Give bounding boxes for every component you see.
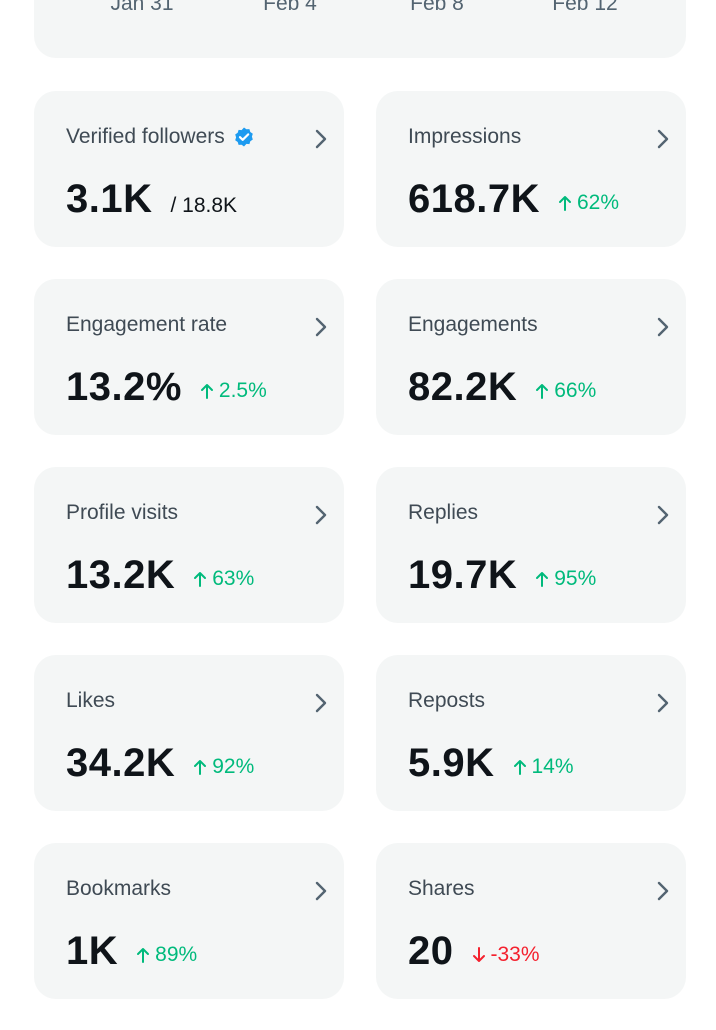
arrow-up-icon [536, 384, 549, 399]
card-title-row: Reposts [408, 689, 485, 713]
x-axis-tick: Feb 8 [410, 0, 464, 15]
chevron-right-icon [657, 505, 669, 525]
metric-value: 5.9K [408, 741, 495, 785]
chevron-right-icon [315, 505, 327, 525]
chart-axis-strip: Jan 31 Feb 4 Feb 8 Feb 12 [34, 0, 686, 58]
metric-value: 19.7K [408, 553, 518, 597]
value-row: 19.7K 95% [408, 553, 596, 598]
metric-card-replies[interactable]: Replies 19.7K 95% [376, 467, 686, 623]
value-row: 20 -33% [408, 929, 540, 974]
chevron-right-icon [657, 129, 669, 149]
value-row: 1K 89% [66, 929, 197, 974]
value-row: 13.2% 2.5% [66, 365, 267, 410]
arrow-down-icon [472, 947, 485, 962]
metric-change: 63% [193, 567, 254, 591]
metric-card-bookmarks[interactable]: Bookmarks 1K 89% [34, 843, 344, 999]
card-title: Reposts [408, 689, 486, 712]
card-title: Shares [408, 877, 475, 900]
metric-change-value: 95% [554, 567, 597, 590]
card-title-row: Engagement rate [66, 313, 227, 337]
value-row: 13.2K 63% [66, 553, 254, 598]
x-axis-tick: Jan 31 [110, 0, 174, 15]
card-title: Impressions [408, 125, 522, 148]
metric-change: 95% [535, 567, 596, 591]
value-row: 618.7K 62% [408, 177, 619, 222]
metric-change: 92% [193, 755, 254, 779]
value-row: 5.9K 14% [408, 741, 574, 786]
arrow-up-icon [200, 384, 213, 399]
metric-value: 3.1K [66, 177, 153, 221]
metric-change-value: 14% [531, 755, 574, 778]
metric-change-value: -33% [490, 943, 540, 966]
card-title: Likes [66, 689, 116, 712]
metric-card-profile-visits[interactable]: Profile visits 13.2K 63% [34, 467, 344, 623]
arrow-up-icon [194, 760, 207, 775]
metric-value: 20 [408, 929, 454, 973]
metric-change-value: 89% [155, 943, 198, 966]
x-axis-tick: Feb 4 [263, 0, 317, 15]
arrow-up-icon [536, 572, 549, 587]
metric-value: 82.2K [408, 365, 518, 409]
chevron-right-icon [315, 129, 327, 149]
metric-value: 34.2K [66, 741, 176, 785]
verified-badge-icon [234, 127, 253, 147]
card-title: Bookmarks [66, 877, 172, 900]
metric-card-engagements[interactable]: Engagements 82.2K 66% [376, 279, 686, 435]
card-title-row: Replies [408, 501, 478, 525]
metric-card-verified-followers[interactable]: Verified followers 3.1K / 18.8K [34, 91, 344, 247]
metric-change: 66% [535, 379, 596, 403]
card-title-row: Impressions [408, 125, 521, 149]
metric-change-value: 2.5% [218, 379, 267, 402]
arrow-up-icon [137, 948, 150, 963]
metric-card-engagement-rate[interactable]: Engagement rate 13.2% 2.5% [34, 279, 344, 435]
chevron-right-icon [657, 881, 669, 901]
card-title-row: Bookmarks [66, 877, 171, 901]
metric-change-value: 66% [554, 379, 597, 402]
chevron-right-icon [657, 317, 669, 337]
card-title-row: Verified followers [66, 125, 255, 149]
chevron-right-icon [315, 881, 327, 901]
metric-change-value: 92% [212, 755, 255, 778]
card-title-row: Profile visits [66, 501, 178, 525]
metric-card-reposts[interactable]: Reposts 5.9K 14% [376, 655, 686, 811]
value-row: 82.2K 66% [408, 365, 596, 410]
metric-value: 13.2% [66, 365, 182, 409]
value-row: 34.2K 92% [66, 741, 254, 786]
metric-change-value: 63% [212, 567, 255, 590]
metric-change: 14% [513, 755, 574, 779]
chevron-right-icon [315, 317, 327, 337]
card-title: Replies [408, 501, 479, 524]
arrow-up-icon [513, 760, 526, 775]
arrow-up-icon [558, 196, 571, 211]
card-title-row: Shares [408, 877, 475, 901]
metric-value: 1K [66, 929, 119, 973]
arrow-up-icon [194, 572, 207, 587]
metric-value: 618.7K [408, 177, 540, 221]
card-title-row: Engagements [408, 313, 538, 337]
card-title: Engagement rate [66, 313, 228, 336]
card-title-row: Likes [66, 689, 115, 713]
metric-change: 62% [558, 191, 619, 215]
chevron-right-icon [657, 693, 669, 713]
metric-card-shares[interactable]: Shares 20 -33% [376, 843, 686, 999]
card-title: Verified followers [66, 125, 225, 148]
metric-change-value: 62% [576, 191, 620, 214]
value-row: 3.1K / 18.8K [66, 177, 237, 222]
x-axis-tick: Feb 12 [552, 0, 618, 15]
card-title: Engagements [408, 313, 538, 336]
metric-card-likes[interactable]: Likes 34.2K 92% [34, 655, 344, 811]
metric-change: 89% [136, 943, 197, 967]
metric-change: 2.5% [200, 379, 267, 403]
metric-total: / 18.8K [170, 194, 238, 217]
card-title: Profile visits [66, 501, 179, 524]
chevron-right-icon [315, 693, 327, 713]
metric-value: 13.2K [66, 553, 176, 597]
metric-change: -33% [472, 943, 540, 967]
metric-card-impressions[interactable]: Impressions 618.7K 62% [376, 91, 686, 247]
